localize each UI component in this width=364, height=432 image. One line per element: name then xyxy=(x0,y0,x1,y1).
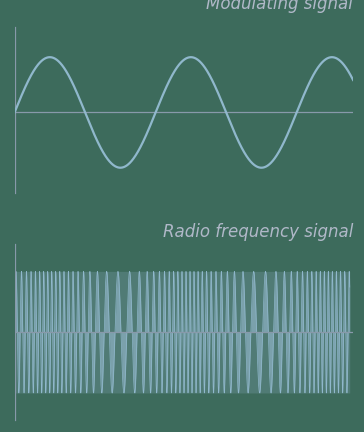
Text: Modulating signal: Modulating signal xyxy=(206,0,353,13)
Text: Radio frequency signal: Radio frequency signal xyxy=(163,223,353,241)
